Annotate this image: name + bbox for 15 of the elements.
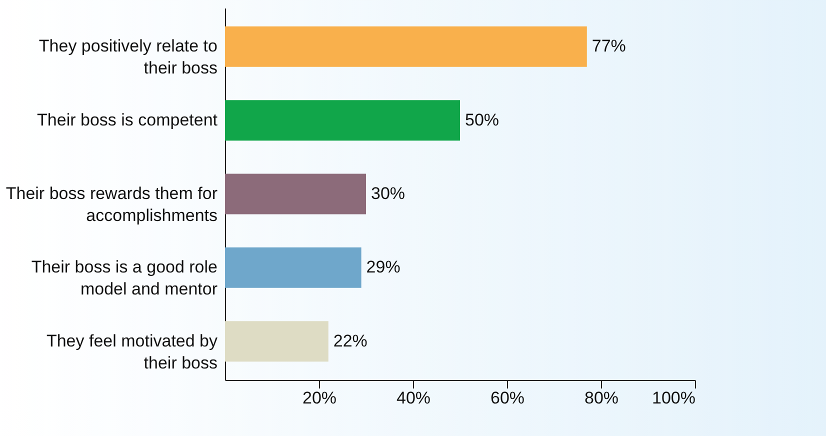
data-label: 30% [371,184,406,203]
y-tick-label: They feel motivated by their boss [46,331,218,372]
data-label: 50% [465,110,500,130]
x-tick-label: 60% [490,388,525,408]
x-tick-label: 80% [584,388,619,408]
data-label: 29% [366,258,400,277]
y-tick-label: Their boss is a good role model and mentor [31,258,218,299]
data-label: 77% [592,36,626,56]
data-label: 22% [333,331,368,350]
x-tick-label: 40% [396,388,431,408]
y-tick-label: They positively relate to their boss [38,36,218,78]
y-tick-label: Their boss rewards them for accomplishments [6,184,218,225]
x-tick-label: 20% [302,388,337,408]
y-tick-label: Their boss is competent [37,110,218,130]
x-tick-label: 100% [652,388,696,408]
